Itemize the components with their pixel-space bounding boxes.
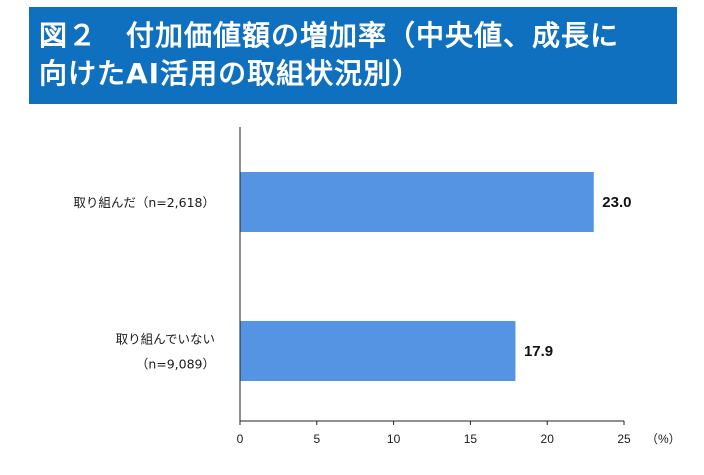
x-axis-unit-label: （%） xyxy=(646,432,681,446)
chart-title-line-1: 図２ 付加価値額の増加率（中央値、成長に xyxy=(39,19,620,52)
bar-value-label: 17.9 xyxy=(524,343,553,360)
category-label: （n=9,089） xyxy=(136,357,215,372)
bar xyxy=(240,321,516,381)
x-tick-label: 0 xyxy=(237,432,244,446)
x-tick-label: 25 xyxy=(617,432,631,446)
category-label: 取り組んだ（n=2,618） xyxy=(73,195,215,210)
x-tick-label: 20 xyxy=(541,432,555,446)
x-tick-label: 10 xyxy=(387,432,401,446)
x-tick-label: 5 xyxy=(313,432,320,446)
x-tick-label: 15 xyxy=(464,432,478,446)
chart-title-line-2: 向けたAI活用の取組状況別） xyxy=(39,57,422,90)
plot-area: 0 5 10 15 20 25 （%） 23.0 取り組んだ（n=2,618） 17.9 取り組んで… xyxy=(73,127,681,446)
title-banner: 図２ 付加価値額の増加率（中央値、成長に 向けたAI活用の取組状況別） xyxy=(29,7,677,104)
bar xyxy=(240,172,594,232)
category-label: 取り組んでいない xyxy=(116,332,215,347)
chart-title: 図２ 付加価値額の増加率（中央値、成長に 向けたAI活用の取組状況別） xyxy=(39,17,671,93)
bar-value-label: 23.0 xyxy=(602,194,631,211)
